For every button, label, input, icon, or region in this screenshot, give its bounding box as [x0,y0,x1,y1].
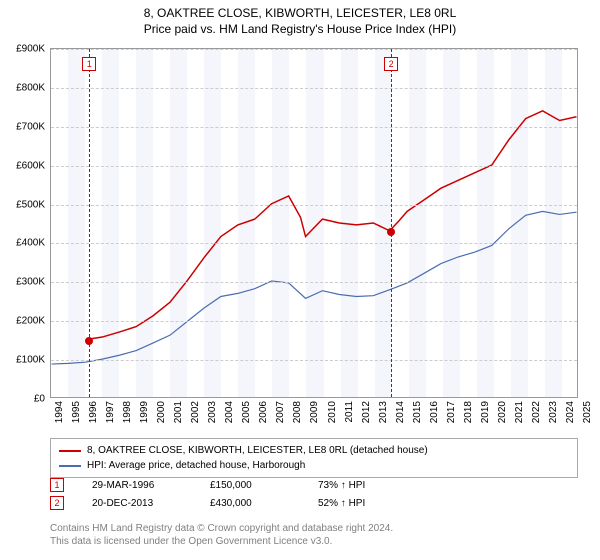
sale-marker-box: 2 [50,496,64,510]
sale-date: 29-MAR-1996 [92,480,182,491]
sale-delta: 73% ↑ HPI [318,480,365,491]
legend-row: HPI: Average price, detached house, Harb… [59,458,569,473]
legend-label: HPI: Average price, detached house, Harb… [87,458,305,473]
x-axis-label: 2017 [446,401,457,423]
chart-svg [51,49,577,397]
x-axis-label: 2008 [292,401,303,423]
x-axis-label: 2007 [275,401,286,423]
x-axis-label: 2019 [480,401,491,423]
x-axis-label: 2010 [327,401,338,423]
x-axis-label: 1997 [105,401,116,423]
sale-price: £430,000 [210,498,290,509]
footer-line: This data is licensed under the Open Gov… [50,535,393,548]
y-axis-label: £100K [16,355,45,366]
legend-row: 8, OAKTREE CLOSE, KIBWORTH, LEICESTER, L… [59,443,569,458]
price-chart-card: 8, OAKTREE CLOSE, KIBWORTH, LEICESTER, L… [0,0,600,560]
chart-marker-box: 1 [82,57,96,71]
legend-swatch [59,465,81,467]
y-axis-label: £500K [16,199,45,210]
x-axis-label: 2016 [429,401,440,423]
chart-marker-box: 2 [384,57,398,71]
x-axis-label: 2012 [361,401,372,423]
x-axis-label: 1999 [139,401,150,423]
x-axis-label: 2014 [395,401,406,423]
sale-price: £150,000 [210,480,290,491]
x-axis-label: 2020 [497,401,508,423]
footer-line: Contains HM Land Registry data © Crown c… [50,522,393,535]
x-axis-label: 2005 [241,401,252,423]
x-axis-label: 2011 [344,401,355,423]
x-axis-label: 1996 [88,401,99,423]
sale-delta: 52% ↑ HPI [318,498,365,509]
sale-row: 2 20-DEC-2013 £430,000 52% ↑ HPI [50,496,365,510]
x-axis-label: 1995 [71,401,82,423]
x-axis-label: 2001 [173,401,184,423]
series-hpi [52,211,577,364]
x-axis-label: 2006 [258,401,269,423]
x-axis-label: 2024 [565,401,576,423]
x-axis-label: 2025 [582,401,593,423]
x-axis-label: 2000 [156,401,167,423]
series-property [90,111,577,339]
x-axis-label: 2015 [412,401,423,423]
title-block: 8, OAKTREE CLOSE, KIBWORTH, LEICESTER, L… [0,0,600,37]
sale-date: 20-DEC-2013 [92,498,182,509]
x-axis-label: 2022 [531,401,542,423]
title-address: 8, OAKTREE CLOSE, KIBWORTH, LEICESTER, L… [0,6,600,22]
x-axis-label: 2023 [548,401,559,423]
x-axis-label: 2021 [514,401,525,423]
x-axis-label: 1998 [122,401,133,423]
sale-row: 1 29-MAR-1996 £150,000 73% ↑ HPI [50,478,365,492]
footer-attribution: Contains HM Land Registry data © Crown c… [50,522,393,548]
y-axis-label: £300K [16,277,45,288]
chart-plot-area: £0£100K£200K£300K£400K£500K£600K£700K£80… [50,48,578,398]
x-axis-label: 2018 [463,401,474,423]
x-axis-label: 2004 [224,401,235,423]
chart-marker-dot [387,228,395,236]
y-axis-label: £800K [16,82,45,93]
sales-table: 1 29-MAR-1996 £150,000 73% ↑ HPI 2 20-DE… [50,478,365,514]
chart-marker-dot [85,337,93,345]
y-axis-label: £0 [34,394,45,405]
legend-box: 8, OAKTREE CLOSE, KIBWORTH, LEICESTER, L… [50,438,578,478]
x-axis-label: 2003 [207,401,218,423]
y-axis-label: £200K [16,316,45,327]
x-axis-label: 2013 [378,401,389,423]
x-axis-label: 1994 [54,401,65,423]
title-subtitle: Price paid vs. HM Land Registry's House … [0,22,600,38]
y-axis-label: £600K [16,160,45,171]
sale-marker-box: 1 [50,478,64,492]
y-axis-label: £400K [16,238,45,249]
y-axis-label: £900K [16,44,45,55]
legend-swatch [59,450,81,452]
x-axis-label: 2009 [309,401,320,423]
legend-label: 8, OAKTREE CLOSE, KIBWORTH, LEICESTER, L… [87,443,428,458]
x-axis-label: 2002 [190,401,201,423]
y-axis-label: £700K [16,121,45,132]
